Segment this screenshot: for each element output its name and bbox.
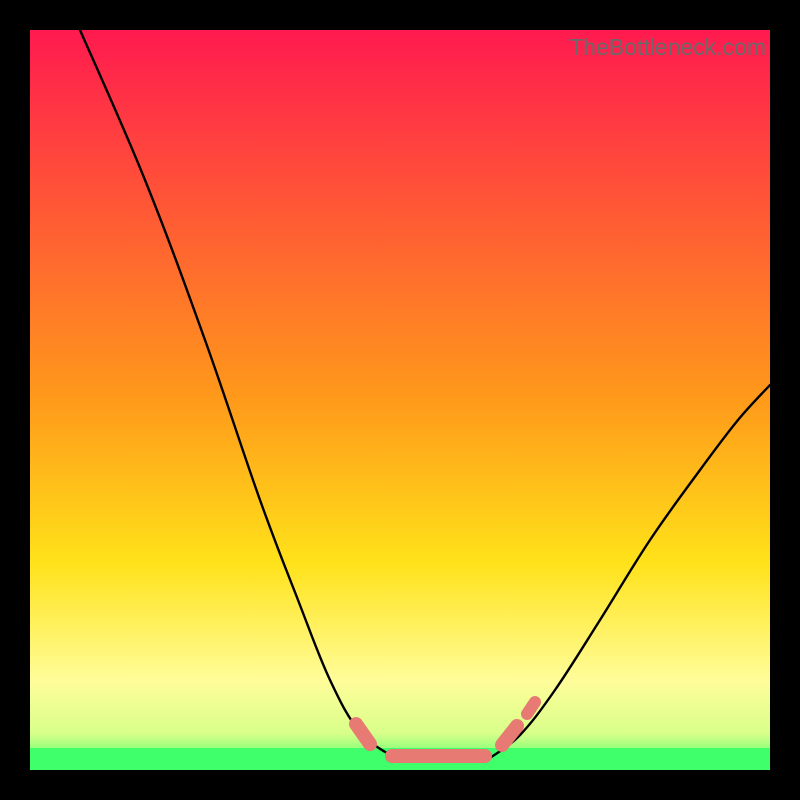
chart-svg: [0, 0, 800, 800]
curve-left-branch: [80, 30, 395, 758]
bump-segment: [356, 724, 370, 744]
watermark-text: TheBottleneck.com: [569, 34, 766, 61]
bottom-bumps: [356, 702, 535, 756]
bump-segment: [527, 702, 535, 714]
bump-segment: [502, 726, 517, 745]
